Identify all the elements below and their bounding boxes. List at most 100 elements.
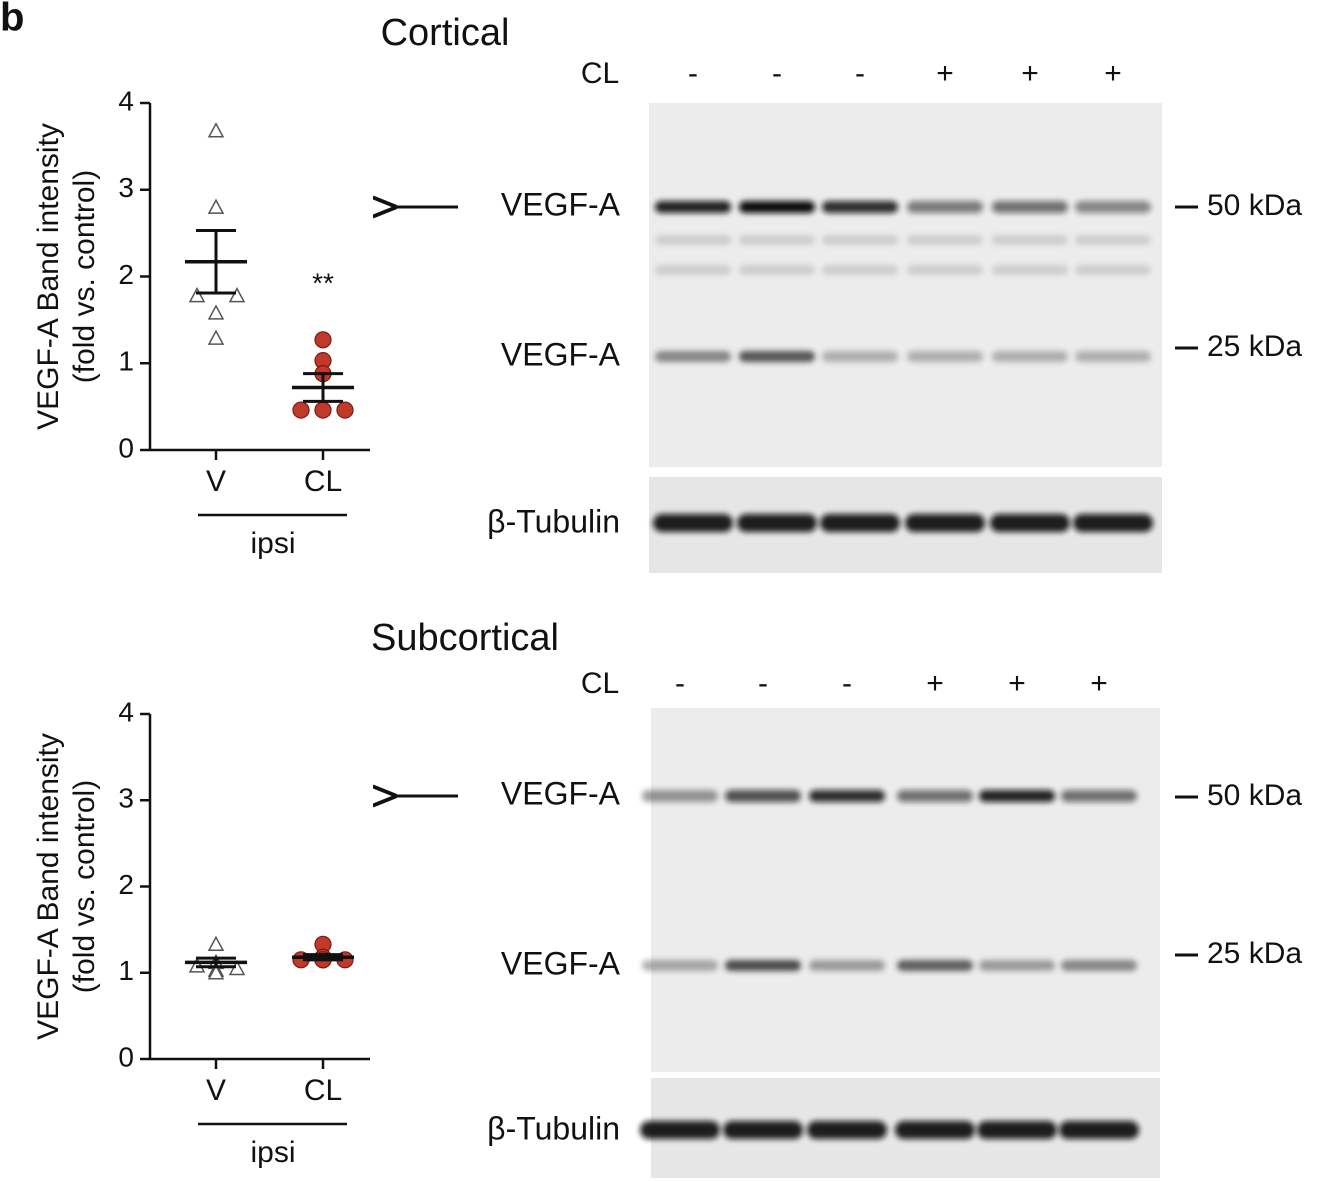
band <box>907 265 983 275</box>
x-tick-label: V <box>206 465 226 498</box>
band-label: β-Tubulin <box>487 503 620 539</box>
band <box>809 790 885 802</box>
band <box>1061 790 1137 802</box>
band <box>992 201 1068 213</box>
band <box>1075 201 1151 213</box>
lane-label: - <box>688 57 698 90</box>
band <box>642 960 718 971</box>
band <box>992 265 1068 275</box>
band <box>907 201 983 213</box>
y-tick-label: 3 <box>118 172 134 203</box>
data-point <box>228 287 246 303</box>
lane-label: - <box>758 667 768 700</box>
data-point <box>336 401 354 419</box>
band <box>655 351 731 362</box>
band <box>822 235 898 245</box>
data-point <box>314 331 332 349</box>
band <box>739 351 815 362</box>
band <box>905 514 985 532</box>
blot-image <box>649 103 1162 467</box>
band <box>992 351 1068 362</box>
chart-title: Subcortical <box>371 617 559 659</box>
y-tick-label: 0 <box>118 1041 134 1072</box>
band <box>807 1121 887 1139</box>
band <box>739 201 815 213</box>
band <box>725 960 801 971</box>
x-tick-label: CL <box>304 1074 342 1107</box>
y-tick-label: 2 <box>118 869 134 900</box>
y-tick-label: 2 <box>118 259 134 290</box>
band <box>979 790 1055 802</box>
band <box>655 235 731 245</box>
band <box>1061 960 1137 971</box>
data-point <box>314 401 332 419</box>
band <box>739 265 815 275</box>
band <box>907 351 983 362</box>
y-axis-label: (fold vs. control) <box>68 170 101 383</box>
y-tick-label: 1 <box>118 346 134 377</box>
band <box>725 790 801 802</box>
band <box>897 790 973 802</box>
band <box>640 1121 720 1139</box>
y-axis-label: VEGF-A Band intensity <box>32 123 65 430</box>
band <box>655 265 731 275</box>
data-point <box>207 122 225 138</box>
group-label: ipsi <box>250 1136 295 1169</box>
band <box>723 1121 803 1139</box>
band <box>990 514 1070 532</box>
panel-label: b <box>0 0 24 40</box>
blot-image <box>651 708 1160 1072</box>
band <box>992 235 1068 245</box>
x-tick-label: CL <box>304 465 342 498</box>
significance: ** <box>312 268 334 299</box>
band <box>1059 1121 1139 1139</box>
y-tick-label: 3 <box>118 783 134 814</box>
band <box>977 1121 1057 1139</box>
band <box>979 960 1055 971</box>
band <box>895 1121 975 1139</box>
lane-label: + <box>1021 57 1039 90</box>
lane-label: + <box>1008 667 1026 700</box>
chart-title: Cortical <box>381 12 510 54</box>
band-label: β-Tubulin <box>487 1110 620 1146</box>
size-marker: 50 kDa <box>1207 189 1302 222</box>
data-point <box>207 329 225 345</box>
size-marker: 25 kDa <box>1207 937 1302 970</box>
lane-label: - <box>772 57 782 90</box>
treatment-label: CL <box>581 667 619 700</box>
band <box>1073 514 1153 532</box>
x-tick-label: V <box>206 1074 226 1107</box>
band <box>739 235 815 245</box>
data-point <box>207 964 225 980</box>
data-point <box>292 401 310 419</box>
lane-label: - <box>855 57 865 90</box>
band <box>822 265 898 275</box>
size-marker: 50 kDa <box>1207 779 1302 812</box>
y-axis-label: VEGF-A Band intensity <box>32 733 65 1040</box>
y-tick-label: 4 <box>118 696 134 727</box>
lane-label: + <box>1090 667 1108 700</box>
band <box>1075 265 1151 275</box>
band <box>822 201 898 213</box>
band <box>809 960 885 971</box>
lane-label: + <box>1104 57 1122 90</box>
band <box>642 790 718 802</box>
lane-label: - <box>842 667 852 700</box>
y-axis-label: (fold vs. control) <box>68 780 101 993</box>
size-marker: 25 kDa <box>1207 330 1302 363</box>
band <box>1075 351 1151 362</box>
lane-label: + <box>926 667 944 700</box>
y-tick-label: 1 <box>118 955 134 986</box>
data-point <box>207 304 225 320</box>
lane-label: - <box>675 667 685 700</box>
band <box>653 514 733 532</box>
band <box>897 960 973 971</box>
band <box>820 514 900 532</box>
data-point <box>207 198 225 214</box>
data-point <box>207 935 225 952</box>
band <box>737 514 817 532</box>
data-point <box>188 287 206 303</box>
band <box>907 235 983 245</box>
band-label: VEGF-A <box>501 336 621 372</box>
